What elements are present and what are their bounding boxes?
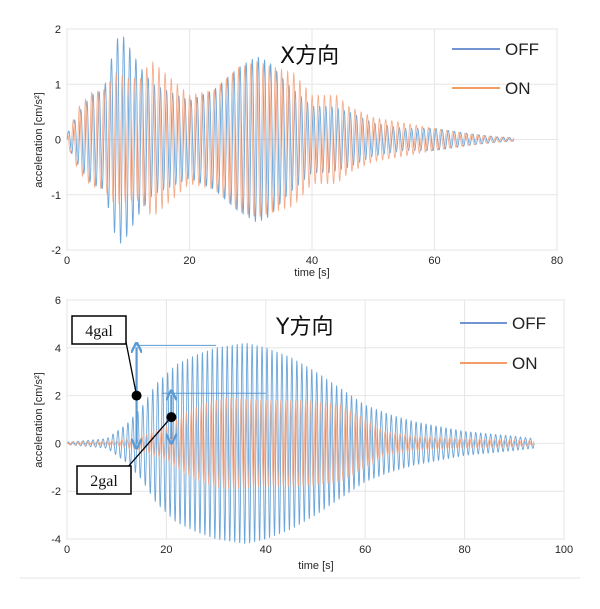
y-tick-label: -2 bbox=[51, 486, 61, 498]
y-tick-label: -4 bbox=[51, 534, 61, 546]
series-lines bbox=[66, 342, 535, 544]
y-tick-label: 4 bbox=[55, 343, 61, 355]
tick-labels: 0 20 40 60 80 -2 -1 0 1 2 bbox=[51, 24, 563, 267]
chart-title: X方向 bbox=[280, 44, 339, 69]
x-tick-label: 20 bbox=[160, 544, 172, 556]
leader-dot bbox=[131, 390, 142, 401]
y-tick-label: 2 bbox=[55, 24, 61, 36]
annotation-label-2gal: 2gal bbox=[90, 473, 118, 490]
y-axis-label: acceleration [cm/s²] bbox=[33, 372, 45, 467]
y-tick-label: 0 bbox=[55, 135, 61, 147]
label-box bbox=[71, 315, 127, 345]
series-on-line bbox=[66, 397, 535, 490]
x-tick-label: 60 bbox=[428, 255, 440, 267]
legend-label-on: ON bbox=[512, 354, 538, 373]
y-tick-label: 6 bbox=[55, 295, 61, 307]
leader-line bbox=[125, 341, 138, 396]
legend-label-off: OFF bbox=[505, 40, 539, 59]
x-tick-label: 60 bbox=[359, 544, 371, 556]
chart-title: Y方向 bbox=[275, 315, 333, 340]
x-tick-label: 80 bbox=[458, 544, 470, 556]
legend-label-on: ON bbox=[505, 79, 531, 98]
panel-x-direction: 0 20 40 60 80 -2 -1 0 1 2 time [s] acceleration [… bbox=[33, 24, 563, 279]
x-tick-label: 40 bbox=[260, 544, 272, 556]
x-axis-label: time [s] bbox=[294, 267, 329, 279]
label-box bbox=[76, 465, 132, 495]
legend-label-off: OFF bbox=[512, 314, 546, 333]
leader-line bbox=[126, 416, 172, 469]
legend: OFF ON bbox=[452, 40, 539, 98]
panel-y-direction: 0 20 40 60 80 100 -4 -2 0 2 4 6 time [s] accelerati… bbox=[33, 295, 573, 572]
y-axis-label: acceleration [cm/s²] bbox=[33, 92, 45, 187]
x-tick-label: 20 bbox=[183, 255, 195, 267]
x-tick-label: 80 bbox=[551, 255, 563, 267]
series-off-line bbox=[66, 35, 515, 244]
annotation-4gal: 4gal bbox=[71, 315, 217, 444]
annotation-label-4gal: 4gal bbox=[85, 323, 113, 340]
tick-labels: 0 20 40 60 80 100 -4 -2 0 2 4 6 bbox=[51, 295, 573, 556]
x-tick-label: 100 bbox=[555, 544, 573, 556]
x-axis-label: time [s] bbox=[298, 560, 333, 572]
y-tick-label: -2 bbox=[51, 245, 61, 257]
series-off-line bbox=[66, 342, 535, 544]
x-tick-label: 0 bbox=[64, 544, 70, 556]
y-tick-label: 2 bbox=[55, 391, 61, 403]
series-lines bbox=[66, 35, 515, 244]
leader-dot bbox=[166, 412, 177, 423]
gridlines bbox=[66, 299, 565, 540]
x-tick-label: 0 bbox=[64, 255, 70, 267]
y-tick-label: 1 bbox=[55, 79, 61, 91]
y-tick-label: 0 bbox=[55, 438, 61, 450]
legend: OFF ON bbox=[460, 314, 546, 373]
x-tick-label: 40 bbox=[306, 255, 318, 267]
annotation-2gal: 2gal bbox=[76, 393, 266, 495]
series-on-line bbox=[66, 60, 515, 218]
y-tick-label: -1 bbox=[51, 190, 61, 202]
